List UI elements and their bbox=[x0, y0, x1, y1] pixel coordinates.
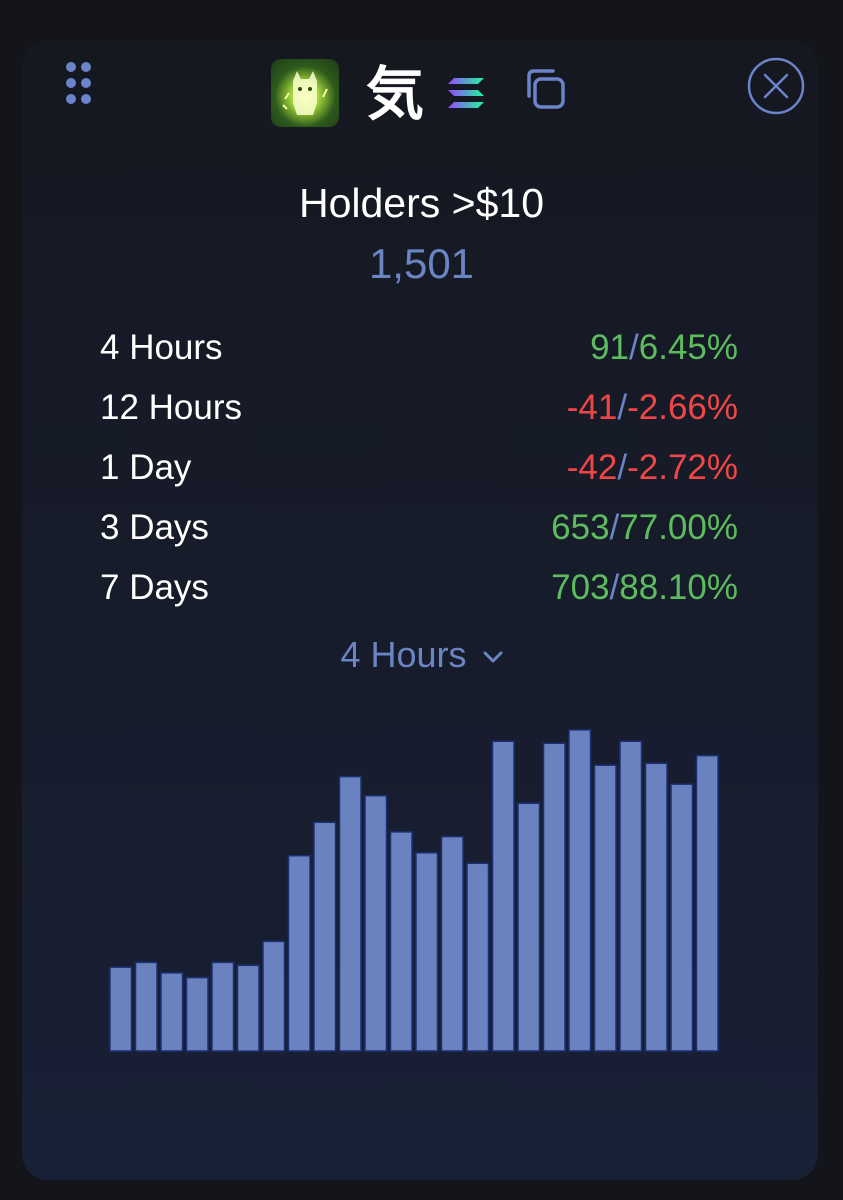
stat-row-12-hours: 12 Hours -41/-2.66% bbox=[100, 382, 738, 442]
chart-bar[interactable] bbox=[364, 794, 388, 1052]
chart-bar[interactable] bbox=[695, 754, 719, 1052]
chevron-down-icon bbox=[483, 651, 503, 663]
stat-percent: 6.45% bbox=[638, 328, 738, 367]
stat-percent: -2.66% bbox=[627, 388, 738, 427]
stat-value: 703/88.10% bbox=[551, 568, 738, 607]
stat-percent: 77.00% bbox=[619, 508, 738, 547]
chart-bar[interactable] bbox=[262, 940, 286, 1052]
stat-label: 7 Days bbox=[100, 568, 209, 607]
period-dropdown[interactable]: 4 Hours bbox=[0, 634, 843, 676]
stat-percent: -2.72% bbox=[627, 448, 738, 487]
stat-value: -41/-2.66% bbox=[566, 388, 738, 427]
chart-bar[interactable] bbox=[160, 972, 184, 1052]
stat-label: 3 Days bbox=[100, 508, 209, 547]
chart-bar[interactable] bbox=[568, 729, 592, 1052]
chart-bar[interactable] bbox=[670, 783, 694, 1052]
stat-row-7-days: 7 Days 703/88.10% bbox=[100, 562, 738, 622]
copy-icon[interactable] bbox=[523, 66, 569, 112]
chart-bar[interactable] bbox=[109, 966, 133, 1052]
chart-bar[interactable] bbox=[466, 862, 490, 1052]
chart-bar[interactable] bbox=[619, 740, 643, 1052]
chart-bar[interactable] bbox=[440, 835, 464, 1052]
token-symbol: 気 bbox=[366, 60, 425, 128]
stat-count: 91 bbox=[590, 328, 630, 367]
stat-label: 1 Day bbox=[100, 448, 192, 487]
stat-count: -41 bbox=[566, 388, 618, 427]
stat-value: 653/77.00% bbox=[551, 508, 738, 547]
chart-bar[interactable] bbox=[287, 854, 311, 1052]
stat-count: 653 bbox=[551, 508, 610, 547]
stat-row-1-day: 1 Day -42/-2.72% bbox=[100, 442, 738, 502]
chart-bar[interactable] bbox=[593, 764, 617, 1052]
stat-value: 91/6.45% bbox=[590, 328, 738, 367]
chart-bar[interactable] bbox=[313, 821, 337, 1052]
chart-bar[interactable] bbox=[491, 740, 515, 1052]
chart-bar[interactable] bbox=[517, 802, 541, 1052]
holders-bar-chart bbox=[109, 729, 719, 1052]
chart-bar[interactable] bbox=[415, 852, 439, 1052]
solana-icon bbox=[447, 76, 485, 110]
stat-row-3-days: 3 Days 653/77.00% bbox=[100, 502, 738, 562]
stat-row-4-hours: 4 Hours 91/6.45% bbox=[100, 322, 738, 382]
chart-bar[interactable] bbox=[211, 961, 235, 1052]
chart-bar[interactable] bbox=[389, 831, 413, 1052]
chart-bar[interactable] bbox=[134, 961, 158, 1052]
holders-title: Holders >$10 bbox=[298, 180, 545, 226]
stat-percent: 88.10% bbox=[619, 568, 738, 607]
chart-bar[interactable] bbox=[236, 964, 260, 1052]
stat-count: 703 bbox=[551, 568, 610, 607]
period-dropdown-value: 4 Hours bbox=[340, 634, 467, 675]
token-logo-icon bbox=[271, 59, 339, 127]
holders-total: 1,501 bbox=[368, 240, 475, 287]
stat-label: 12 Hours bbox=[100, 388, 243, 427]
close-icon[interactable] bbox=[746, 56, 806, 116]
holder-change-list: 4 Hours 91/6.45% 12 Hours -41/-2.66% 1 D… bbox=[100, 322, 738, 622]
chart-bar[interactable] bbox=[185, 976, 209, 1052]
stat-count: -42 bbox=[566, 448, 618, 487]
stat-value: -42/-2.72% bbox=[566, 448, 738, 487]
stat-label: 4 Hours bbox=[100, 328, 223, 367]
chart-bar[interactable] bbox=[644, 762, 668, 1052]
drag-grip-icon[interactable] bbox=[66, 62, 92, 106]
chart-bar[interactable] bbox=[338, 775, 362, 1052]
chart-bar[interactable] bbox=[542, 742, 566, 1052]
